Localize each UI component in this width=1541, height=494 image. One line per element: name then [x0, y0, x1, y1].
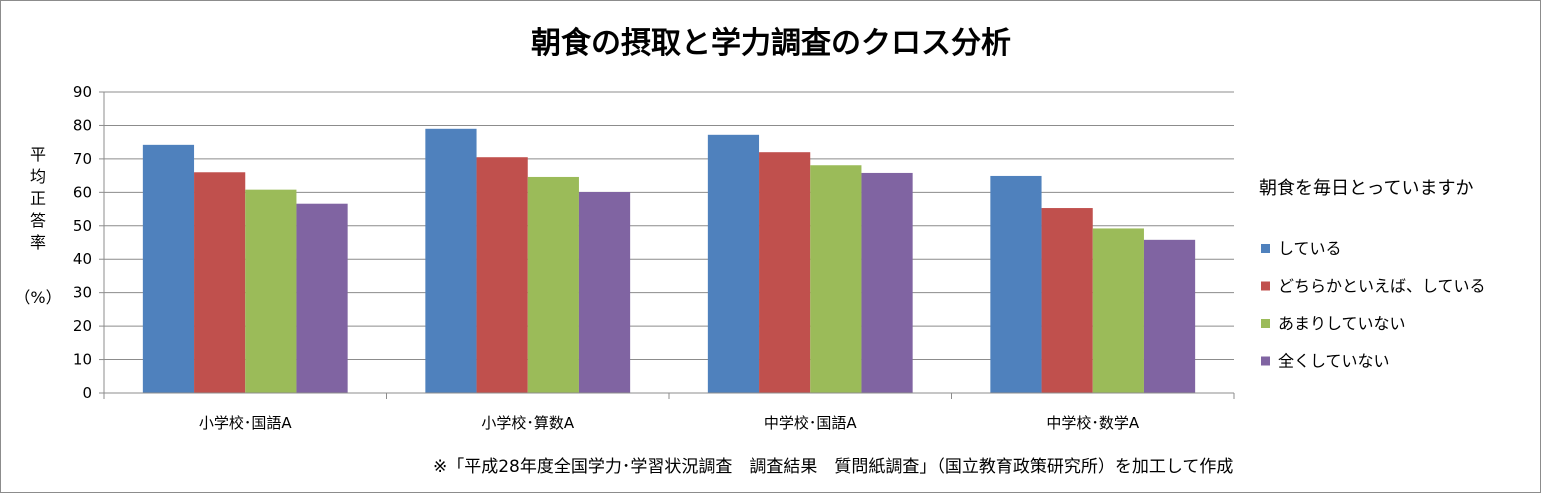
legend-label: 全くしていない: [1278, 352, 1390, 371]
bars: [142, 128, 1196, 393]
legend-label: どちらかといえば、している: [1278, 277, 1486, 296]
y-axis-label-unit: （%）: [14, 288, 61, 307]
legend-label: あまりしていない: [1278, 314, 1406, 333]
x-axis-ticks: 小学校･国語A 小学校･算数A 中学校･国語A 中学校･数学A: [103, 393, 1235, 432]
y-tick-label: 60: [73, 183, 92, 201]
source-note: ※「平成28年度全国学力･学習状況調査 調査結果 質問紙調査」（国立教育政策研究…: [433, 457, 1233, 477]
y-tick-label: 80: [73, 116, 92, 134]
bar: [527, 176, 579, 393]
bar: [861, 172, 913, 393]
y-tick-label: 70: [73, 150, 92, 168]
y-axis-label-char: 答: [30, 211, 46, 230]
bar: [1143, 239, 1196, 393]
y-tick-label: 0: [82, 384, 92, 402]
chart-title: 朝食の摂取と学力調査のクロス分析: [531, 26, 1011, 61]
y-tick-label: 10: [73, 351, 92, 369]
y-axis-label-char: 平: [30, 145, 46, 164]
bar: [707, 134, 760, 393]
bar: [425, 128, 477, 393]
legend-swatch: [1261, 244, 1270, 253]
y-axis-label-char: 均: [30, 167, 46, 186]
y-axis-label-char: 正: [30, 189, 46, 208]
x-tick-label: 小学校･算数A: [481, 414, 575, 432]
bar: [1092, 228, 1144, 393]
legend-swatch: [1261, 356, 1270, 366]
y-axis-label-char: 率: [30, 233, 46, 252]
legend-title: 朝食を毎日とっていますか: [1259, 178, 1474, 199]
x-tick-label: 小学校･国語A: [199, 414, 293, 432]
legend-swatch: [1261, 281, 1270, 291]
bar: [810, 165, 862, 393]
bar: [990, 175, 1042, 393]
y-axis-ticks: 0 10 20 30 40 50 60 70 80 90: [73, 83, 104, 402]
bar: [476, 157, 528, 393]
legend-label: している: [1278, 239, 1342, 258]
y-tick-label: 50: [73, 217, 92, 235]
bar: [296, 203, 348, 393]
bar: [142, 144, 195, 393]
bar: [1041, 208, 1093, 393]
x-tick-label: 中学校･国語A: [764, 414, 858, 432]
bar: [245, 189, 297, 393]
y-tick-label: 20: [73, 317, 92, 335]
x-tick-label: 中学校･数学A: [1046, 414, 1140, 432]
y-tick-label: 90: [73, 83, 92, 101]
y-tick-label: 40: [73, 250, 92, 268]
bar: [759, 152, 811, 393]
bar: [578, 191, 631, 393]
bar: [194, 172, 246, 393]
legend-swatch: [1261, 319, 1270, 328]
y-tick-label: 30: [73, 284, 92, 302]
